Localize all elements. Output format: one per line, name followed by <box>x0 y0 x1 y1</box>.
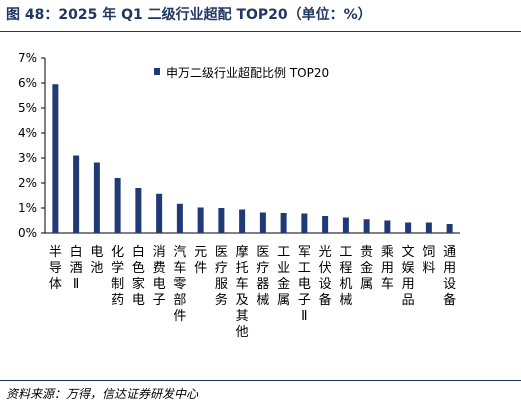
bar-文娱用品 <box>405 222 412 233</box>
x-category-label: 饲料 <box>422 245 435 276</box>
y-tick-label: 2% <box>18 176 37 190</box>
figure-title: 图 48：2025 年 Q1 二级行业超配 TOP20（单位：%） <box>6 7 372 23</box>
bar-通用设备 <box>446 224 453 233</box>
bar-半导体 <box>52 84 59 233</box>
x-category-label: 医疗器械 <box>256 245 269 308</box>
y-tick-label: 5% <box>18 101 37 115</box>
x-category-label: 贵金属 <box>360 245 373 292</box>
legend: 申万二级行业超配比例 TOP20 <box>154 65 329 80</box>
y-tick-label: 1% <box>18 201 37 215</box>
title-rule <box>0 31 521 32</box>
bar-军工电子Ⅱ <box>301 213 308 233</box>
bar-医疗服务 <box>218 208 225 233</box>
x-category-label: 光伏设备 <box>319 245 332 308</box>
x-category-label: 通用设备 <box>443 245 456 308</box>
bar-白色家电 <box>135 188 142 233</box>
bar-工业金属 <box>280 213 287 233</box>
x-category-label: 电池 <box>90 245 103 276</box>
x-category-label: 消费电子 <box>153 245 166 308</box>
x-category-label: 医疗服务 <box>215 245 228 308</box>
bar-工程机械 <box>342 217 349 233</box>
x-category-label: 元件 <box>194 245 207 276</box>
bar-汽车零部件 <box>176 203 183 233</box>
bar-白酒Ⅱ <box>73 155 80 233</box>
bar-贵金属 <box>363 219 370 233</box>
bars-layer <box>52 84 453 233</box>
x-category-label: 军工电子 Ⅱ <box>298 245 311 324</box>
x-category-label: 乘用车 <box>381 245 394 292</box>
x-category-label: 工业金属 <box>277 245 290 308</box>
axis-layer <box>41 57 460 234</box>
y-tick-label: 0% <box>18 226 37 240</box>
y-tick-labels: 0% 1% 2% 3% 4% 5% 6% 7% <box>18 51 37 240</box>
x-category-label: 化学制药 <box>111 245 124 308</box>
bar-饲料 <box>425 222 432 233</box>
x-category-label: 汽车零部件 <box>173 245 186 324</box>
bar-医疗器械 <box>259 212 266 233</box>
x-category-label: 摩托车及其他 <box>236 244 249 340</box>
y-tick-label: 7% <box>18 51 37 65</box>
source-note: 资料来源：万得，信达证券研发中心 <box>6 387 199 401</box>
x-category-label: 半导体 <box>49 245 62 292</box>
x-category-label: 文娱用品 <box>402 245 415 308</box>
bar-乘用车 <box>384 220 391 233</box>
y-tick-label: 3% <box>18 151 37 165</box>
bar-化学制药 <box>114 178 121 233</box>
y-tick-label: 4% <box>18 126 37 140</box>
y-tick-label: 6% <box>18 76 37 90</box>
legend-swatch <box>154 68 160 75</box>
bar-电池 <box>93 162 100 233</box>
x-category-label: 白色家电 <box>132 244 145 308</box>
legend-label: 申万二级行业超配比例 TOP20 <box>166 65 329 80</box>
x-category-label: 工程机械 <box>339 245 352 308</box>
bar-光伏设备 <box>322 216 329 233</box>
x-category-label: 白酒 Ⅱ <box>70 244 83 292</box>
source-rule <box>0 380 521 381</box>
bar-消费电子 <box>156 193 163 233</box>
bar-摩托车及其他 <box>239 209 246 233</box>
bar-元件 <box>197 207 204 233</box>
